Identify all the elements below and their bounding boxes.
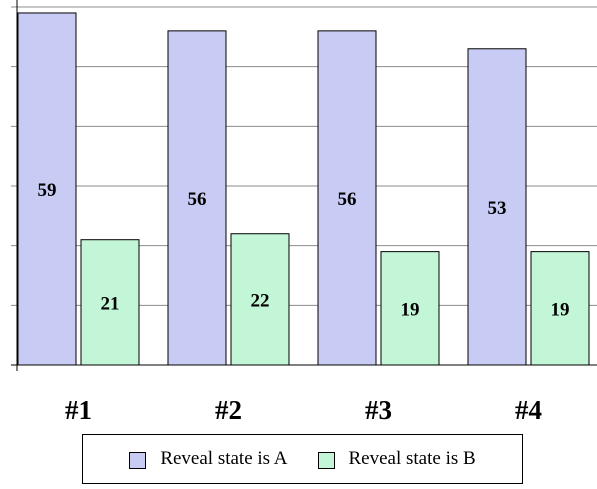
category-label: #3 — [365, 395, 392, 425]
legend: Reveal state is A Reveal state is B — [82, 434, 523, 484]
bar-value-label: 56 — [338, 189, 357, 210]
legend-entry-b: Reveal state is B — [317, 448, 476, 470]
bar-3-a — [317, 30, 377, 366]
bar-value-label: 21 — [101, 293, 120, 314]
bar-value-label: 19 — [401, 299, 420, 320]
bar-3-b — [380, 251, 440, 366]
category-label: #4 — [515, 395, 542, 425]
bar-value-label: 53 — [488, 198, 507, 219]
legend-label-a: Reveal state is A — [160, 448, 288, 469]
legend-swatch-b — [317, 452, 335, 469]
bars: 59 21 56 22 56 19 53 19 — [17, 12, 590, 366]
legend-entry-a: Reveal state is A — [129, 448, 288, 470]
bar-value-label: 19 — [551, 299, 570, 320]
category-label: #1 — [65, 395, 92, 425]
legend-label-b: Reveal state is B — [348, 448, 476, 469]
category-label: #2 — [215, 395, 242, 425]
bar-4-a — [467, 48, 527, 366]
bar-4-b — [530, 251, 590, 366]
category-labels: #1 #2 #3 #4 — [65, 395, 542, 425]
bar-value-label: 59 — [38, 180, 57, 201]
legend-swatch-a — [129, 452, 147, 469]
bar-2-a — [167, 30, 227, 366]
bar-1-a — [17, 12, 77, 366]
bar-value-label: 22 — [251, 290, 270, 311]
bar-value-label: 56 — [188, 189, 207, 210]
bar-2-b — [230, 233, 290, 366]
bar-1-b — [80, 239, 140, 366]
bar-chart: 59 21 56 22 56 19 53 19 #1 #2 #3 #4 — [11, 0, 597, 425]
